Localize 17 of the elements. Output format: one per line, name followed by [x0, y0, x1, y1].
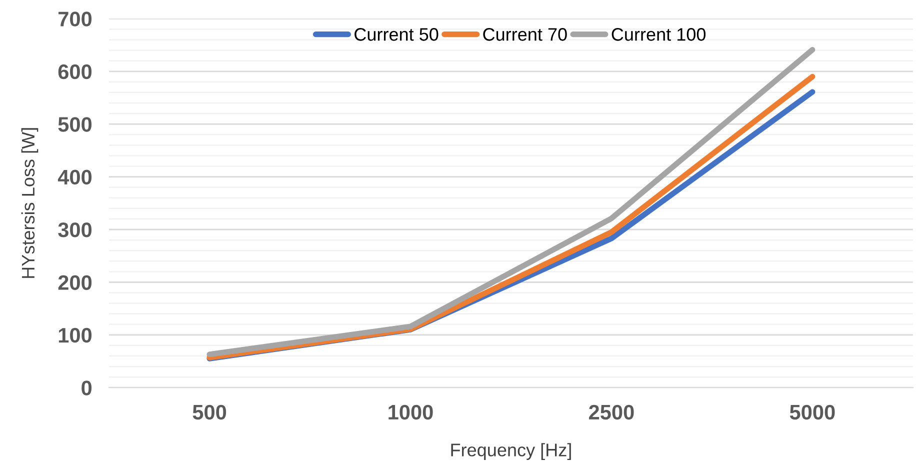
legend-label: Current 70 — [483, 28, 567, 41]
y-tick-label: 600 — [58, 64, 92, 80]
y-tick-label: 300 — [58, 222, 92, 238]
x-tick-label: 2500 — [589, 404, 634, 420]
y-axis-title: HYstersis Loss [W] — [21, 128, 38, 278]
x-tick-label: 500 — [192, 404, 226, 420]
x-tick-label: 5000 — [790, 404, 835, 420]
y-tick-label: 0 — [82, 380, 92, 396]
x-axis-title: Frequency [Hz] — [451, 443, 571, 460]
y-tick-label: 400 — [58, 170, 92, 185]
y-tick-label: 200 — [58, 275, 92, 290]
y-tick-label: 100 — [58, 328, 92, 343]
y-tick-label: 500 — [58, 117, 92, 132]
y-tick-label: 700 — [58, 12, 92, 26]
legend-label: Current 100 — [612, 28, 706, 41]
legend-label: Current 50 — [354, 28, 438, 41]
x-tick-label: 1000 — [388, 404, 433, 420]
